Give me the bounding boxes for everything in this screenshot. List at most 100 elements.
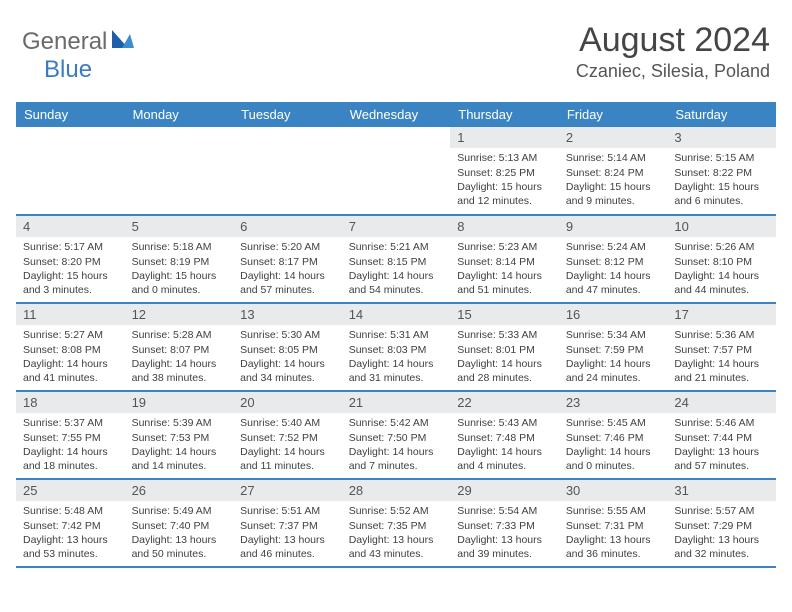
calendar-week-row: 11Sunrise: 5:27 AMSunset: 8:08 PMDayligh… [16, 303, 776, 391]
day-content: Sunrise: 5:18 AMSunset: 8:19 PMDaylight:… [125, 237, 234, 301]
day-content: Sunrise: 5:31 AMSunset: 8:03 PMDaylight:… [342, 325, 451, 389]
day-content: Sunrise: 5:14 AMSunset: 8:24 PMDaylight:… [559, 148, 668, 212]
day-content: Sunrise: 5:33 AMSunset: 8:01 PMDaylight:… [450, 325, 559, 389]
calendar-cell [233, 127, 342, 215]
calendar-week-row: 25Sunrise: 5:48 AMSunset: 7:42 PMDayligh… [16, 479, 776, 567]
day-content: Sunrise: 5:36 AMSunset: 7:57 PMDaylight:… [667, 325, 776, 389]
page-title: August 2024 [576, 22, 770, 59]
calendar-cell: 23Sunrise: 5:45 AMSunset: 7:46 PMDayligh… [559, 391, 668, 479]
calendar-cell: 12Sunrise: 5:28 AMSunset: 8:07 PMDayligh… [125, 303, 234, 391]
calendar-week-row: 18Sunrise: 5:37 AMSunset: 7:55 PMDayligh… [16, 391, 776, 479]
day-number: 31 [667, 480, 776, 501]
day-number: 10 [667, 216, 776, 237]
calendar-cell: 21Sunrise: 5:42 AMSunset: 7:50 PMDayligh… [342, 391, 451, 479]
calendar-cell: 13Sunrise: 5:30 AMSunset: 8:05 PMDayligh… [233, 303, 342, 391]
calendar-cell: 2Sunrise: 5:14 AMSunset: 8:24 PMDaylight… [559, 127, 668, 215]
day-number: 8 [450, 216, 559, 237]
calendar-cell: 1Sunrise: 5:13 AMSunset: 8:25 PMDaylight… [450, 127, 559, 215]
calendar-cell [342, 127, 451, 215]
calendar-cell: 5Sunrise: 5:18 AMSunset: 8:19 PMDaylight… [125, 215, 234, 303]
calendar-week-row: 4Sunrise: 5:17 AMSunset: 8:20 PMDaylight… [16, 215, 776, 303]
day-content: Sunrise: 5:24 AMSunset: 8:12 PMDaylight:… [559, 237, 668, 301]
day-content: Sunrise: 5:23 AMSunset: 8:14 PMDaylight:… [450, 237, 559, 301]
day-content: Sunrise: 5:48 AMSunset: 7:42 PMDaylight:… [16, 501, 125, 565]
day-number: 17 [667, 304, 776, 325]
calendar-cell: 18Sunrise: 5:37 AMSunset: 7:55 PMDayligh… [16, 391, 125, 479]
day-number: 29 [450, 480, 559, 501]
day-content: Sunrise: 5:43 AMSunset: 7:48 PMDaylight:… [450, 413, 559, 477]
day-content: Sunrise: 5:52 AMSunset: 7:35 PMDaylight:… [342, 501, 451, 565]
weekday-header: Thursday [450, 102, 559, 127]
calendar-cell: 16Sunrise: 5:34 AMSunset: 7:59 PMDayligh… [559, 303, 668, 391]
weekday-header: Tuesday [233, 102, 342, 127]
day-content: Sunrise: 5:45 AMSunset: 7:46 PMDaylight:… [559, 413, 668, 477]
brand-part1: General [22, 28, 107, 56]
day-number: 23 [559, 392, 668, 413]
calendar-cell: 10Sunrise: 5:26 AMSunset: 8:10 PMDayligh… [667, 215, 776, 303]
calendar-cell: 20Sunrise: 5:40 AMSunset: 7:52 PMDayligh… [233, 391, 342, 479]
day-number: 28 [342, 480, 451, 501]
calendar-cell: 29Sunrise: 5:54 AMSunset: 7:33 PMDayligh… [450, 479, 559, 567]
weekday-header: Monday [125, 102, 234, 127]
day-number: 9 [559, 216, 668, 237]
day-number: 13 [233, 304, 342, 325]
day-number: 27 [233, 480, 342, 501]
day-content: Sunrise: 5:30 AMSunset: 8:05 PMDaylight:… [233, 325, 342, 389]
calendar-cell: 15Sunrise: 5:33 AMSunset: 8:01 PMDayligh… [450, 303, 559, 391]
day-content: Sunrise: 5:34 AMSunset: 7:59 PMDaylight:… [559, 325, 668, 389]
day-content: Sunrise: 5:40 AMSunset: 7:52 PMDaylight:… [233, 413, 342, 477]
sail-icon [110, 28, 138, 55]
calendar-cell: 11Sunrise: 5:27 AMSunset: 8:08 PMDayligh… [16, 303, 125, 391]
weekday-header: Sunday [16, 102, 125, 127]
day-number: 4 [16, 216, 125, 237]
day-content: Sunrise: 5:57 AMSunset: 7:29 PMDaylight:… [667, 501, 776, 565]
title-block: August 2024 Czaniec, Silesia, Poland [576, 22, 776, 82]
day-number: 2 [559, 127, 668, 148]
day-content: Sunrise: 5:54 AMSunset: 7:33 PMDaylight:… [450, 501, 559, 565]
calendar-cell: 6Sunrise: 5:20 AMSunset: 8:17 PMDaylight… [233, 215, 342, 303]
day-content: Sunrise: 5:17 AMSunset: 8:20 PMDaylight:… [16, 237, 125, 301]
day-content: Sunrise: 5:28 AMSunset: 8:07 PMDaylight:… [125, 325, 234, 389]
calendar-cell: 3Sunrise: 5:15 AMSunset: 8:22 PMDaylight… [667, 127, 776, 215]
day-number: 6 [233, 216, 342, 237]
day-number: 30 [559, 480, 668, 501]
day-number: 7 [342, 216, 451, 237]
calendar-cell: 27Sunrise: 5:51 AMSunset: 7:37 PMDayligh… [233, 479, 342, 567]
day-content: Sunrise: 5:55 AMSunset: 7:31 PMDaylight:… [559, 501, 668, 565]
calendar-cell: 17Sunrise: 5:36 AMSunset: 7:57 PMDayligh… [667, 303, 776, 391]
weekday-header: Friday [559, 102, 668, 127]
day-content: Sunrise: 5:37 AMSunset: 7:55 PMDaylight:… [16, 413, 125, 477]
day-number: 26 [125, 480, 234, 501]
calendar-page: General August 2024 Czaniec, Silesia, Po… [0, 0, 792, 580]
brand-part2: Blue [44, 56, 92, 84]
calendar-table: SundayMondayTuesdayWednesdayThursdayFrid… [16, 102, 776, 568]
day-number: 18 [16, 392, 125, 413]
day-number: 22 [450, 392, 559, 413]
calendar-week-row: 1Sunrise: 5:13 AMSunset: 8:25 PMDaylight… [16, 127, 776, 215]
calendar-header-row: SundayMondayTuesdayWednesdayThursdayFrid… [16, 102, 776, 127]
calendar-cell: 25Sunrise: 5:48 AMSunset: 7:42 PMDayligh… [16, 479, 125, 567]
calendar-cell: 14Sunrise: 5:31 AMSunset: 8:03 PMDayligh… [342, 303, 451, 391]
calendar-cell: 4Sunrise: 5:17 AMSunset: 8:20 PMDaylight… [16, 215, 125, 303]
day-content: Sunrise: 5:49 AMSunset: 7:40 PMDaylight:… [125, 501, 234, 565]
weekday-header: Saturday [667, 102, 776, 127]
day-content: Sunrise: 5:39 AMSunset: 7:53 PMDaylight:… [125, 413, 234, 477]
day-number: 15 [450, 304, 559, 325]
calendar-cell: 22Sunrise: 5:43 AMSunset: 7:48 PMDayligh… [450, 391, 559, 479]
calendar-cell: 8Sunrise: 5:23 AMSunset: 8:14 PMDaylight… [450, 215, 559, 303]
calendar-cell: 30Sunrise: 5:55 AMSunset: 7:31 PMDayligh… [559, 479, 668, 567]
day-number: 12 [125, 304, 234, 325]
day-number: 11 [16, 304, 125, 325]
day-content: Sunrise: 5:51 AMSunset: 7:37 PMDaylight:… [233, 501, 342, 565]
calendar-cell [16, 127, 125, 215]
weekday-header: Wednesday [342, 102, 451, 127]
day-number: 3 [667, 127, 776, 148]
day-content: Sunrise: 5:26 AMSunset: 8:10 PMDaylight:… [667, 237, 776, 301]
day-number: 20 [233, 392, 342, 413]
day-content: Sunrise: 5:46 AMSunset: 7:44 PMDaylight:… [667, 413, 776, 477]
calendar-cell: 26Sunrise: 5:49 AMSunset: 7:40 PMDayligh… [125, 479, 234, 567]
day-number: 16 [559, 304, 668, 325]
day-number: 14 [342, 304, 451, 325]
day-content: Sunrise: 5:21 AMSunset: 8:15 PMDaylight:… [342, 237, 451, 301]
day-number: 24 [667, 392, 776, 413]
